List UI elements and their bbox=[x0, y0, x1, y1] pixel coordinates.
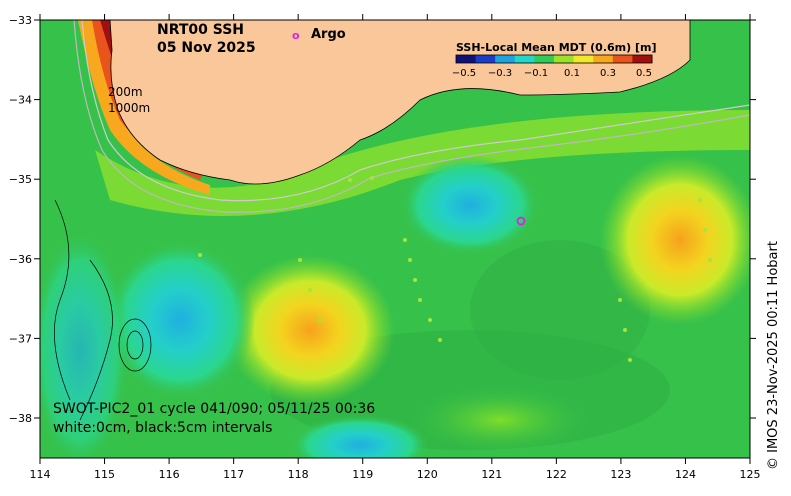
colorbar-segment bbox=[514, 55, 535, 63]
x-tick-label: 115 bbox=[94, 468, 115, 481]
plot-frame bbox=[39, 19, 751, 459]
colorbar-tick-label: −0.1 bbox=[524, 68, 548, 79]
colorbar-segment bbox=[475, 55, 496, 63]
contour-line bbox=[118, 318, 152, 372]
sea-light-patch bbox=[410, 385, 590, 455]
x-tick-label: 125 bbox=[740, 468, 761, 481]
map-title-line2: 05 Nov 2025 bbox=[157, 40, 256, 56]
colorbar: −0.5 −0.3 −0.1 0.1 0.3 0.5 bbox=[452, 54, 653, 79]
y-tick-label: −37 bbox=[9, 332, 32, 345]
x-tick-label: 118 bbox=[288, 468, 309, 481]
swot-track-points bbox=[198, 176, 712, 362]
cold-eddy bbox=[105, 240, 255, 400]
colorbar-tick-label: 0.3 bbox=[600, 68, 616, 79]
credit-text: © IMOS 23-Nov-2025 00:11 Hobart bbox=[766, 241, 781, 470]
x-tick-label: 122 bbox=[546, 468, 567, 481]
cold-eddy bbox=[40, 230, 130, 458]
colorbar-segment bbox=[456, 55, 477, 63]
x-tick-label: 120 bbox=[417, 468, 438, 481]
y-tick-label: −38 bbox=[9, 412, 32, 425]
y-tick-label: −36 bbox=[9, 253, 32, 266]
isobath-1000m bbox=[73, 20, 750, 213]
argo-legend-symbol: o bbox=[292, 29, 300, 42]
colorbar-tick-label: −0.5 bbox=[452, 68, 476, 79]
colorbar-segment bbox=[612, 55, 633, 63]
contour-line bbox=[126, 330, 144, 360]
warm-eddy bbox=[225, 255, 395, 405]
x-axis: 114 115 116 117 118 119 120 121 122 123 124 125 bbox=[30, 14, 761, 481]
colorbar-tick-label: −0.3 bbox=[488, 68, 512, 79]
x-tick-label: 114 bbox=[30, 468, 51, 481]
contour-line bbox=[79, 259, 113, 421]
cold-eddy bbox=[290, 415, 430, 458]
colorbar-segment bbox=[554, 55, 575, 63]
warm-current-ribbon bbox=[78, 20, 210, 195]
colorbar-segment bbox=[495, 55, 516, 63]
colorbar-title: SSH-Local Mean MDT (0.6m) [m] bbox=[456, 41, 656, 54]
colorbar-tick-label: 0.1 bbox=[564, 68, 580, 79]
colorbar-segment bbox=[573, 55, 594, 63]
isobath-label-1000m: 1000m bbox=[108, 101, 150, 115]
x-tick-label: 123 bbox=[610, 468, 631, 481]
argo-float-marker[interactable] bbox=[516, 216, 526, 226]
x-tick-label: 116 bbox=[159, 468, 180, 481]
cold-eddy bbox=[400, 155, 540, 255]
y-tick-label: −34 bbox=[9, 94, 32, 107]
x-tick-label: 119 bbox=[352, 468, 373, 481]
y-tick-label: −33 bbox=[9, 14, 32, 27]
y-tick-label: −35 bbox=[9, 173, 32, 186]
sea-dark-patch bbox=[470, 240, 650, 380]
caption-line1: SWOT-PIC2_01 cycle 041/090; 05/11/25 00:… bbox=[53, 401, 375, 417]
contour-line bbox=[54, 199, 71, 401]
y-axis: −33 −34 −35 −36 −37 −38 bbox=[9, 14, 756, 425]
isobath-label-200m: 200m bbox=[108, 85, 143, 99]
caption-line2: white:0cm, black:5cm intervals bbox=[53, 420, 272, 436]
isobath-200m bbox=[81, 20, 750, 202]
warm-eddy bbox=[600, 155, 750, 325]
colorbar-tick-label: 0.5 bbox=[636, 68, 652, 79]
colorbar-frame bbox=[455, 54, 653, 64]
x-tick-label: 117 bbox=[223, 468, 244, 481]
colorbar-segment bbox=[534, 55, 555, 63]
shelf-current-band bbox=[95, 110, 750, 216]
colorbar-segment bbox=[632, 55, 653, 63]
map-title-line1: NRT00 SSH bbox=[157, 22, 244, 38]
colorbar-segment bbox=[593, 55, 614, 63]
argo-legend-label: Argo bbox=[311, 27, 346, 42]
x-tick-label: 121 bbox=[481, 468, 502, 481]
x-tick-label: 124 bbox=[675, 468, 696, 481]
